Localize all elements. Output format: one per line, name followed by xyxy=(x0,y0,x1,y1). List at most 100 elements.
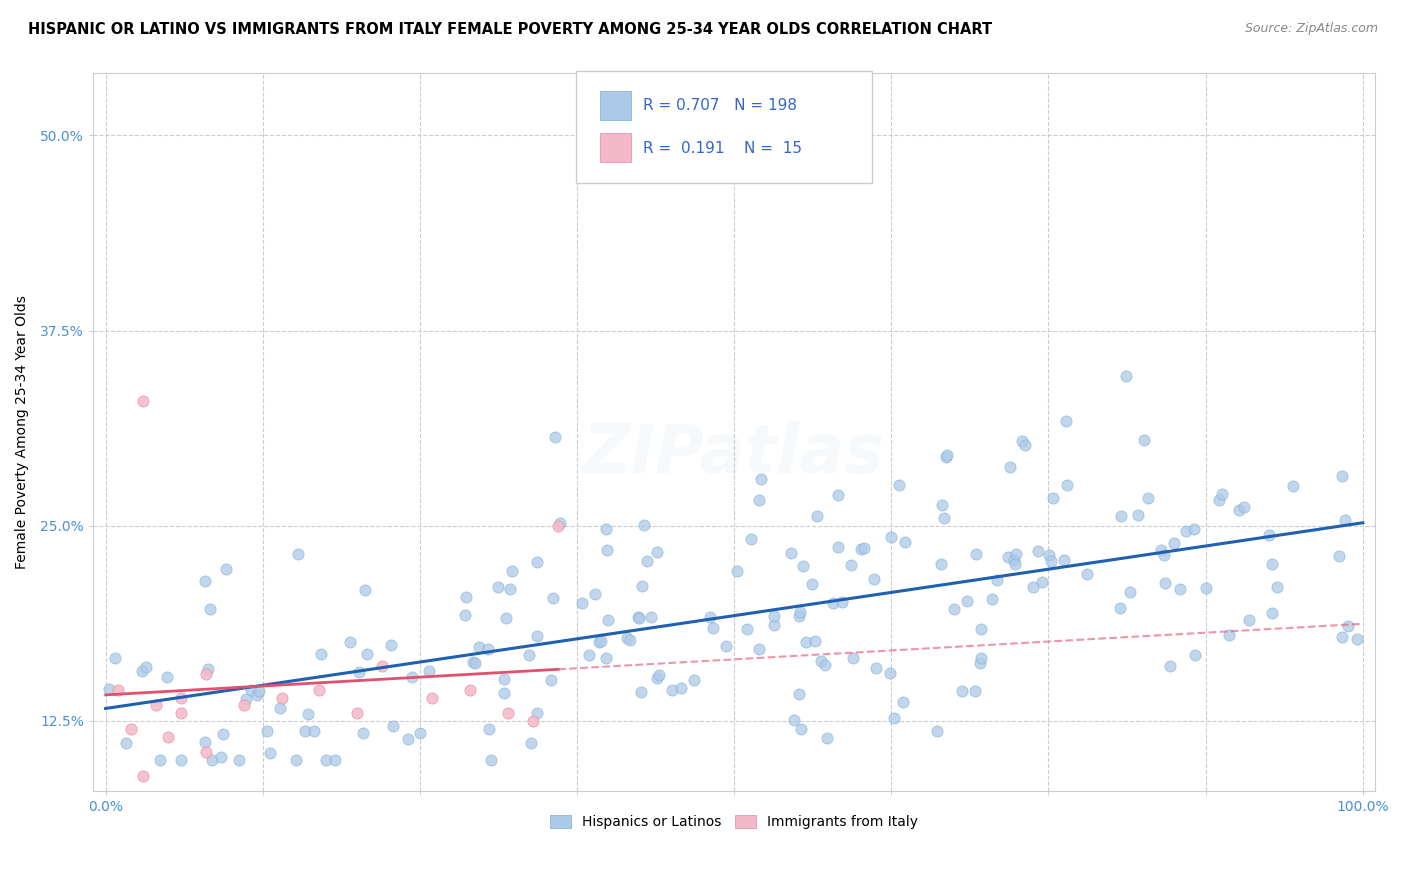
Point xyxy=(997,549,1019,564)
Point xyxy=(1233,500,1256,515)
Point xyxy=(783,714,806,728)
Point xyxy=(347,665,370,680)
Point xyxy=(640,610,662,624)
Point xyxy=(464,657,486,671)
Point xyxy=(1239,613,1261,627)
Point xyxy=(596,613,619,627)
Point xyxy=(308,682,330,697)
Point xyxy=(1281,479,1303,493)
Point xyxy=(879,665,901,680)
Point xyxy=(842,651,865,665)
Point xyxy=(409,726,432,740)
Point xyxy=(794,635,817,649)
Point xyxy=(294,724,316,739)
Point xyxy=(583,586,606,600)
Point xyxy=(495,611,517,625)
Point xyxy=(1261,606,1284,620)
Point xyxy=(1022,580,1045,594)
Point xyxy=(1208,493,1230,508)
Point xyxy=(346,706,368,721)
Point xyxy=(787,608,810,623)
Point xyxy=(596,542,619,557)
Point xyxy=(927,723,949,738)
Point xyxy=(1265,580,1288,594)
Point xyxy=(323,753,346,767)
Point xyxy=(630,685,652,699)
Point xyxy=(792,559,814,574)
Text: R = 0.707   N = 198: R = 0.707 N = 198 xyxy=(643,98,797,112)
Point xyxy=(157,730,180,744)
Y-axis label: Female Poverty Among 25-34 Year Olds: Female Poverty Among 25-34 Year Olds xyxy=(15,295,30,569)
Point xyxy=(170,690,193,705)
Point xyxy=(616,631,638,645)
Point xyxy=(894,534,917,549)
Point xyxy=(302,724,325,739)
Point xyxy=(1327,549,1350,564)
Point xyxy=(801,577,824,591)
Point xyxy=(396,732,419,747)
Point xyxy=(1153,548,1175,562)
Point xyxy=(591,634,613,648)
Point xyxy=(965,548,987,562)
Point xyxy=(135,660,157,674)
Point xyxy=(540,673,562,687)
Point xyxy=(595,651,617,665)
Point xyxy=(762,618,785,632)
Point xyxy=(496,706,519,721)
Point xyxy=(1182,522,1205,536)
Point xyxy=(522,714,544,728)
Point xyxy=(748,493,770,508)
Point xyxy=(232,698,254,713)
Point xyxy=(702,621,724,635)
Point xyxy=(209,750,232,764)
Point xyxy=(107,682,129,697)
Point xyxy=(356,647,378,661)
Point xyxy=(1136,491,1159,506)
Point xyxy=(1195,581,1218,595)
Point xyxy=(883,711,905,725)
Point xyxy=(998,459,1021,474)
Point xyxy=(779,546,801,560)
Point xyxy=(578,648,600,663)
Legend: Hispanics or Latinos, Immigrants from Italy: Hispanics or Latinos, Immigrants from It… xyxy=(544,810,924,835)
Point xyxy=(247,684,270,698)
Point xyxy=(547,518,569,533)
Point xyxy=(891,695,914,709)
Point xyxy=(935,450,957,465)
Point xyxy=(737,622,759,636)
Point xyxy=(588,635,610,649)
Point xyxy=(339,635,361,649)
Point xyxy=(1261,557,1284,571)
Point xyxy=(98,682,121,697)
Point xyxy=(669,681,692,696)
Point xyxy=(740,532,762,546)
Point xyxy=(787,687,810,701)
Point xyxy=(477,642,499,657)
Point xyxy=(1002,553,1025,567)
Point xyxy=(969,657,991,671)
Point xyxy=(815,731,838,746)
Point xyxy=(1257,528,1279,542)
Point xyxy=(661,683,683,698)
Point xyxy=(1119,585,1142,599)
Point xyxy=(1153,575,1175,590)
Point xyxy=(831,595,853,609)
Point xyxy=(814,657,837,672)
Point xyxy=(380,638,402,652)
Point xyxy=(1053,553,1076,567)
Point xyxy=(810,655,832,669)
Point xyxy=(1005,547,1028,561)
Point xyxy=(494,686,516,700)
Point xyxy=(526,629,548,643)
Point xyxy=(454,607,477,622)
Point xyxy=(246,688,269,702)
Point xyxy=(1076,566,1098,581)
Point xyxy=(865,661,887,675)
Point xyxy=(353,582,375,597)
Point xyxy=(725,565,748,579)
Point xyxy=(763,609,786,624)
Point xyxy=(1038,548,1060,562)
Point xyxy=(115,736,138,750)
Point xyxy=(1026,543,1049,558)
Point xyxy=(371,659,394,673)
